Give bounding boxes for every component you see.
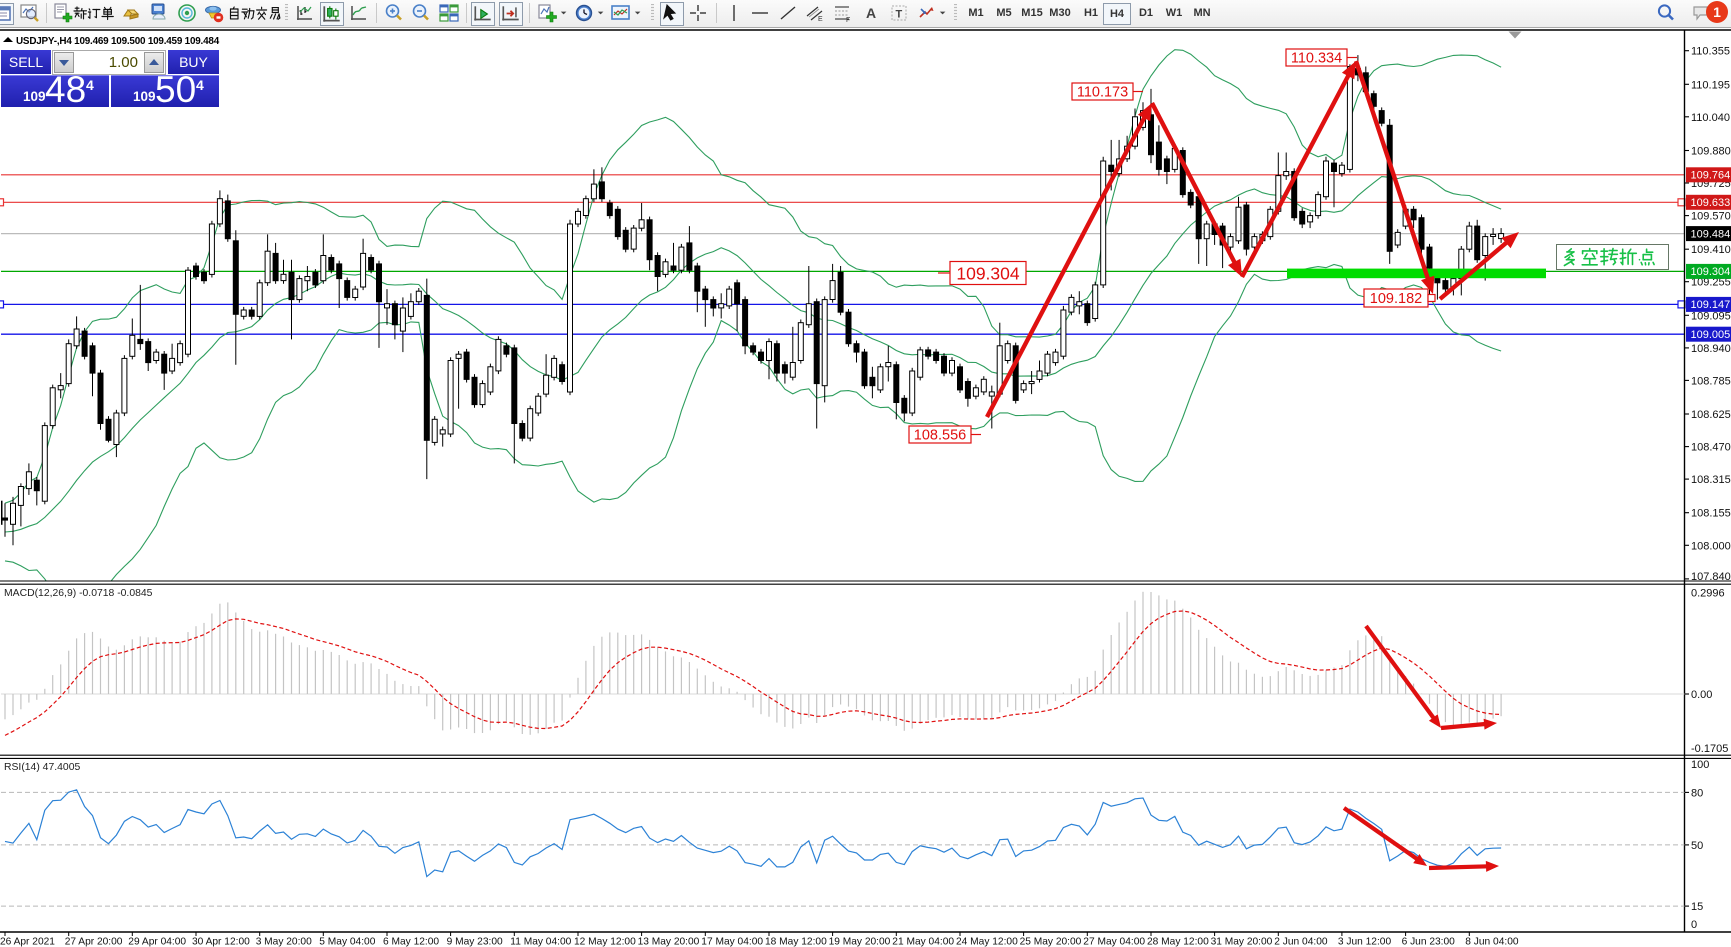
svg-text:109.147: 109.147	[1691, 299, 1731, 311]
svg-text:110.334: 110.334	[1291, 51, 1342, 67]
svg-text:109.304: 109.304	[956, 263, 1020, 283]
svg-text:15: 15	[1691, 901, 1703, 913]
svg-text:109.880: 109.880	[1691, 146, 1731, 158]
svg-text:8 Jun 04:00: 8 Jun 04:00	[1465, 937, 1519, 947]
svg-text:0: 0	[1691, 919, 1697, 931]
svg-text:109.633: 109.633	[1691, 197, 1731, 209]
svg-text:109.182: 109.182	[1370, 291, 1422, 307]
svg-text:12 May 12:00: 12 May 12:00	[574, 937, 636, 947]
svg-text:26 Apr 2021: 26 Apr 2021	[0, 937, 55, 947]
svg-text:A: A	[866, 5, 876, 21]
svg-text:E: E	[818, 16, 823, 23]
svg-text:T: T	[896, 9, 903, 21]
svg-text:109.764: 109.764	[1691, 170, 1731, 182]
svg-text:6 Jun 23:00: 6 Jun 23:00	[1402, 937, 1456, 947]
svg-text:108.785: 108.785	[1691, 375, 1731, 387]
svg-text:30 Apr 12:00: 30 Apr 12:00	[192, 937, 250, 947]
svg-text:110.173: 110.173	[1077, 85, 1128, 101]
svg-text:RSI(14) 47.4005: RSI(14) 47.4005	[4, 762, 80, 773]
svg-text:18 May 12:00: 18 May 12:00	[765, 937, 827, 947]
svg-text:27 Apr 20:00: 27 Apr 20:00	[65, 937, 123, 947]
svg-text:108.470: 108.470	[1691, 442, 1731, 454]
svg-text:110.040: 110.040	[1691, 112, 1730, 124]
svg-text:29 Apr 04:00: 29 Apr 04:00	[128, 937, 186, 947]
svg-text:24 May 12:00: 24 May 12:00	[956, 937, 1018, 947]
svg-text:110.195: 110.195	[1691, 79, 1730, 91]
svg-text:-0.1705: -0.1705	[1691, 743, 1728, 755]
svg-text:USDJPY-,H4 109.469 109.500 10: USDJPY-,H4 109.469 109.500 109.459 109.4…	[16, 36, 220, 47]
svg-text:5 May 04:00: 5 May 04:00	[319, 937, 375, 947]
svg-text:19 May 20:00: 19 May 20:00	[829, 937, 891, 947]
svg-text:25 May 20:00: 25 May 20:00	[1020, 937, 1082, 947]
svg-text:9 May 23:00: 9 May 23:00	[447, 937, 503, 947]
svg-text:108.940: 108.940	[1691, 343, 1731, 355]
svg-text:3 Jun 12:00: 3 Jun 12:00	[1338, 937, 1392, 947]
svg-text:108.000: 108.000	[1691, 540, 1731, 552]
svg-text:80: 80	[1691, 787, 1703, 799]
svg-text:F: F	[846, 17, 850, 23]
svg-text:108.315: 108.315	[1691, 474, 1731, 486]
svg-text:2 Jun 04:00: 2 Jun 04:00	[1274, 937, 1328, 947]
svg-text:MACD(12,26,9) -0.0718 -0.0845: MACD(12,26,9) -0.0718 -0.0845	[4, 588, 153, 599]
svg-text:109.304: 109.304	[1691, 266, 1731, 278]
svg-text:107.840: 107.840	[1691, 571, 1731, 583]
svg-text:109.570: 109.570	[1691, 211, 1731, 223]
svg-text:27 May 04:00: 27 May 04:00	[1083, 937, 1145, 947]
svg-text:109.410: 109.410	[1691, 244, 1731, 256]
svg-text:0.00: 0.00	[1691, 689, 1712, 701]
svg-text:21 May 04:00: 21 May 04:00	[892, 937, 954, 947]
svg-text:11 May 04:00: 11 May 04:00	[510, 937, 571, 947]
svg-text:108.556: 108.556	[914, 428, 966, 444]
svg-text:109.005: 109.005	[1691, 329, 1731, 341]
svg-text:109.095: 109.095	[1691, 310, 1731, 322]
svg-text:50: 50	[1691, 840, 1703, 852]
svg-text:13 May 20:00: 13 May 20:00	[638, 937, 700, 947]
svg-text:110.355: 110.355	[1691, 46, 1730, 58]
svg-text:109.255: 109.255	[1691, 277, 1731, 289]
svg-text:108.155: 108.155	[1691, 508, 1731, 520]
svg-text:28 May 12:00: 28 May 12:00	[1147, 937, 1209, 947]
svg-text:3 May 20:00: 3 May 20:00	[256, 937, 312, 947]
svg-text:6 May 12:00: 6 May 12:00	[383, 937, 439, 947]
svg-text:109.484: 109.484	[1691, 228, 1731, 240]
svg-text:108.625: 108.625	[1691, 409, 1731, 421]
svg-text:0.2996: 0.2996	[1691, 588, 1725, 600]
svg-text:17 May 04:00: 17 May 04:00	[701, 937, 763, 947]
svg-text:100: 100	[1691, 759, 1709, 771]
svg-text:31 May 20:00: 31 May 20:00	[1211, 937, 1273, 947]
